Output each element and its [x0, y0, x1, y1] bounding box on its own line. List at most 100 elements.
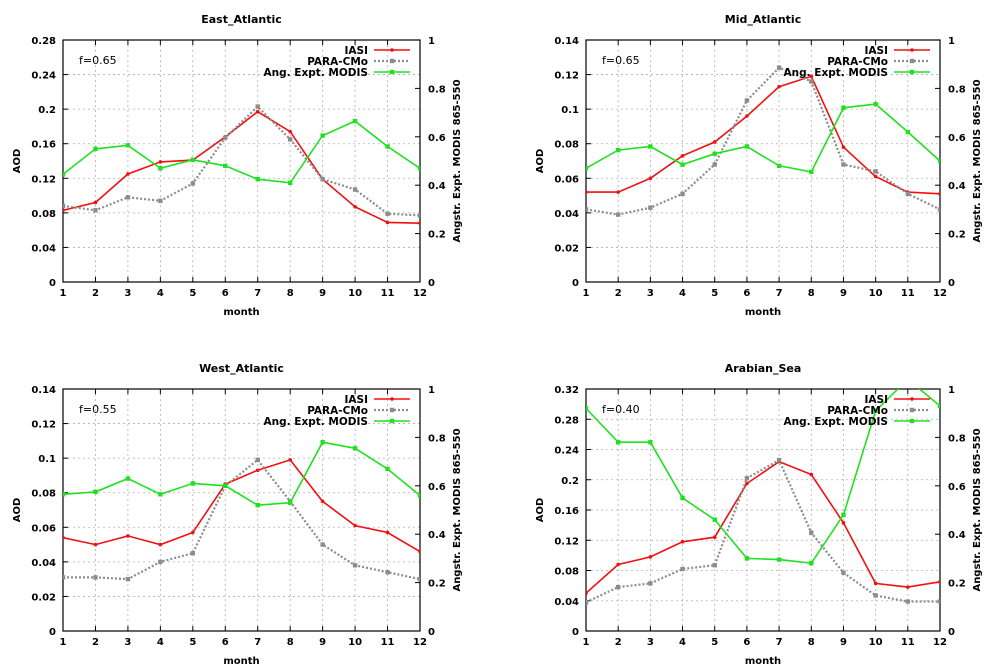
y-tick-label: 0.08	[554, 567, 579, 578]
data-point-iasi	[841, 521, 846, 525]
data-point-iasi	[745, 481, 749, 486]
x-tick-label: 3	[647, 637, 654, 648]
legend-label-modis: Ang. Expt. MODIS	[784, 416, 888, 428]
chart-title: Arabian_Sea	[725, 362, 802, 375]
series-line-iasi	[63, 458, 420, 553]
y2-axis-label: Angstr. Expt. MODIS 865-550	[452, 79, 463, 242]
data-point-iasi	[93, 200, 98, 205]
x-tick-label: 2	[615, 288, 622, 299]
x-tick-label: 9	[840, 288, 847, 299]
data-point-iasi	[126, 172, 130, 176]
data-point-modis	[352, 118, 358, 124]
data-point-iasi	[191, 530, 195, 535]
x-tick-label: 2	[615, 637, 622, 648]
data-point-modis	[352, 446, 358, 451]
data-point-para	[93, 208, 98, 213]
data-point-para	[417, 576, 420, 582]
data-point-modis	[385, 144, 390, 149]
y-axis-label: AOD	[535, 498, 546, 523]
data-point-para	[873, 593, 878, 598]
data-point-iasi	[586, 190, 588, 194]
y-tick-label: 0.04	[554, 209, 579, 220]
data-point-iasi	[616, 562, 620, 567]
data-point-para	[809, 530, 814, 535]
series-iasi	[586, 74, 940, 196]
series-line-para	[586, 458, 940, 604]
y-tick-label: 0.12	[554, 536, 579, 547]
data-point-modis	[223, 163, 228, 169]
x-axis-label: month	[223, 656, 259, 667]
data-point-para	[417, 213, 420, 218]
x-tick-label: 10	[869, 637, 883, 648]
data-point-para	[190, 551, 196, 556]
y-tick-label: 0.16	[554, 506, 579, 517]
data-point-para	[809, 79, 814, 84]
y2-tick-label: 0	[428, 278, 435, 289]
data-point-modis	[287, 500, 293, 505]
x-tick-label: 7	[254, 288, 261, 299]
series-line-para	[63, 105, 420, 217]
data-point-modis	[586, 166, 589, 171]
data-point-para	[385, 570, 390, 575]
y2-axis-label: Angstr. Expt. MODIS 865-550	[972, 428, 983, 591]
legend-marker-modis	[909, 69, 915, 75]
data-point-modis	[680, 495, 685, 501]
x-tick-label: 8	[808, 288, 815, 299]
data-point-modis	[744, 556, 750, 561]
data-point-modis	[255, 502, 260, 508]
data-point-modis	[417, 166, 420, 171]
x-tick-label: 7	[776, 288, 783, 299]
data-point-iasi	[809, 74, 814, 79]
data-point-iasi	[680, 539, 685, 544]
data-point-modis	[320, 133, 325, 138]
data-point-modis	[744, 144, 750, 149]
data-point-modis	[873, 101, 878, 107]
data-point-iasi	[385, 530, 390, 535]
series-para	[586, 457, 940, 605]
x-tick-label: 11	[901, 288, 915, 299]
y2-tick-label: 0.2	[948, 230, 966, 241]
data-point-modis	[648, 440, 653, 445]
chart-title: West_Atlantic	[199, 362, 284, 375]
data-point-modis	[841, 105, 846, 110]
data-point-iasi	[648, 555, 653, 559]
data-point-iasi	[938, 192, 940, 196]
y-tick-label: 0.14	[31, 385, 56, 396]
data-point-iasi	[93, 542, 98, 547]
data-point-modis	[809, 169, 814, 175]
data-point-modis	[712, 151, 717, 156]
y2-tick-label: 0.8	[428, 433, 446, 444]
x-tick-label: 9	[319, 288, 326, 299]
data-point-iasi	[938, 580, 940, 584]
data-point-iasi	[418, 549, 420, 554]
y-tick-label: 0.16	[31, 140, 56, 151]
x-tick-label: 12	[933, 637, 947, 648]
data-point-para	[873, 169, 878, 174]
y-tick-label: 0.02	[31, 592, 56, 603]
data-point-para	[648, 205, 653, 210]
data-point-iasi	[648, 176, 653, 181]
data-point-modis	[320, 440, 325, 445]
data-point-iasi	[353, 205, 357, 209]
data-point-modis	[712, 517, 717, 522]
data-point-modis	[190, 481, 196, 486]
data-point-para	[586, 600, 589, 605]
series-line-modis	[586, 389, 940, 565]
data-point-modis	[385, 466, 390, 472]
data-point-para	[320, 542, 325, 547]
y2-tick-label: 1	[428, 36, 435, 47]
data-point-para	[125, 195, 131, 200]
x-tick-label: 11	[381, 288, 395, 299]
data-point-iasi	[809, 472, 814, 477]
series-line-iasi	[586, 75, 940, 195]
series-line-iasi	[63, 110, 420, 224]
data-point-para	[615, 584, 621, 590]
y2-tick-label: 0.2	[428, 579, 446, 590]
y2-tick-label: 0.6	[948, 482, 966, 493]
legend-marker-iasi	[390, 397, 394, 401]
data-point-iasi	[712, 140, 717, 144]
series-para	[586, 65, 940, 217]
x-tick-label: 6	[222, 637, 229, 648]
data-point-para	[712, 162, 717, 167]
data-point-para	[648, 581, 653, 586]
